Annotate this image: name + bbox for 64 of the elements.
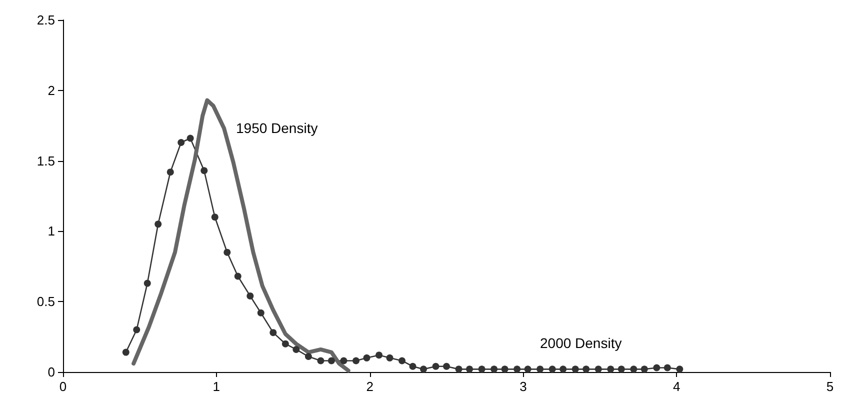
point [211, 214, 218, 221]
line-series [132, 98, 350, 373]
point [154, 220, 162, 228]
point [363, 354, 370, 362]
point [133, 326, 140, 334]
point [420, 366, 427, 373]
point [501, 366, 508, 373]
y-tick-label: 2 [48, 82, 55, 98]
point [514, 366, 521, 373]
point [618, 366, 625, 373]
point [582, 366, 590, 373]
point [270, 329, 277, 336]
point [664, 364, 671, 372]
x-tick-label: 3 [520, 379, 527, 394]
point [144, 280, 151, 287]
point [490, 366, 498, 373]
y-tick-label: 0.5 [36, 294, 55, 310]
point [166, 168, 174, 176]
point [409, 362, 416, 370]
point [304, 353, 312, 360]
point [455, 366, 462, 373]
point [282, 340, 289, 348]
x-tick-label: 2 [366, 379, 374, 394]
point [443, 362, 450, 370]
point [328, 357, 335, 364]
point [560, 366, 567, 373]
point [340, 357, 348, 364]
x-tick-label: 1 [212, 379, 220, 394]
point [246, 292, 254, 300]
point [630, 366, 638, 373]
point [292, 346, 300, 353]
y-tick-label: 0 [48, 364, 55, 380]
x-tick-label: 5 [826, 379, 834, 394]
point [122, 348, 130, 356]
point [178, 139, 185, 146]
point [466, 366, 474, 373]
point [536, 366, 544, 373]
point [234, 272, 242, 280]
point [594, 366, 602, 373]
point [524, 366, 532, 373]
point [317, 357, 324, 364]
point [398, 357, 406, 364]
point [352, 357, 360, 364]
y-tick-label: 1.5 [36, 153, 55, 168]
x-tick-label: 4 [672, 379, 680, 394]
point [676, 366, 684, 373]
point [640, 366, 648, 373]
x-tick-label: 0 [59, 379, 67, 394]
point [376, 352, 383, 359]
point [257, 309, 264, 316]
point [432, 362, 440, 370]
point [572, 366, 579, 373]
annotation: 1950 Density [236, 120, 318, 136]
point [653, 364, 660, 372]
point [200, 167, 208, 174]
annotation: 2000 Density [540, 335, 622, 351]
point [186, 134, 194, 142]
point [386, 354, 394, 362]
point [607, 366, 614, 373]
point [548, 366, 556, 373]
point [224, 248, 231, 256]
y-tick-label: 2.5 [36, 12, 55, 28]
y-tick-label: 1 [48, 224, 55, 239]
point [478, 366, 486, 373]
